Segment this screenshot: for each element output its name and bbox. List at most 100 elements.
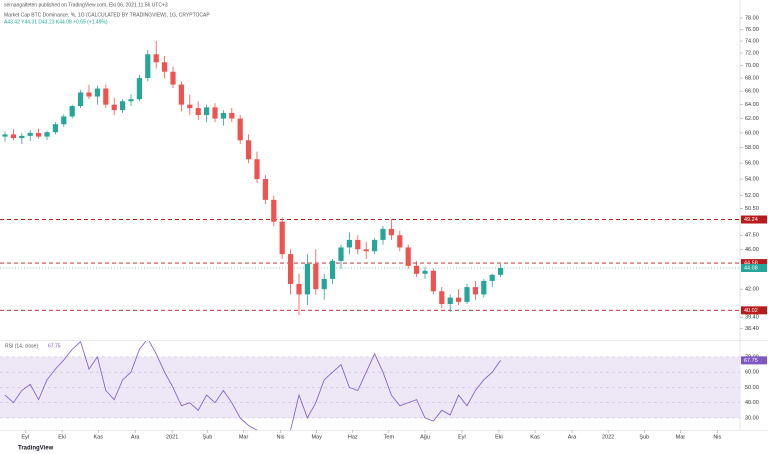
candle-body [254,159,260,180]
candle-body [2,134,8,137]
rsi-tick-label: 60.00 [745,370,759,376]
candle-body [439,291,445,305]
x-tick-label: Kas [93,434,103,440]
candle-body [422,270,428,274]
x-tick-label: Ara [131,434,141,440]
candle-body [363,249,369,252]
candle-body [161,62,168,72]
x-tick-label: Eki [58,434,66,440]
candle-body [237,118,243,141]
y-tick-label: 46.00 [745,247,759,253]
candle-body [229,112,235,119]
rsi-tick-label: 50.00 [745,385,759,391]
y-tick-label: 38.40 [745,326,759,332]
x-tick-label: Eyl [21,434,29,440]
rsi-current-label: 67.75 [744,358,758,364]
x-tick-label: Eyl [458,434,466,440]
candle-body [329,260,336,279]
candle-body [44,132,50,137]
rsi-band [0,356,740,418]
candle-body [19,135,25,139]
candle-body [271,199,277,222]
x-tick-label: Kas [530,434,540,440]
candle-body [262,179,268,200]
candle-body [94,88,100,97]
last-price-label: 44.08 [744,265,758,271]
x-tick-label: Ara [568,434,578,440]
candle-body [136,78,142,100]
candle-body [170,71,176,85]
candle-body [178,84,184,105]
candle-body [10,134,16,139]
y-tick-label: 78.00 [745,15,759,21]
x-tick-label: Ağu [420,434,430,440]
rsi-current: 67.75 [48,343,61,349]
level-label: 40.02 [744,308,758,314]
candle-body [313,263,319,290]
candle-body [472,287,478,295]
logo: TradingView [18,446,54,452]
candle-body [187,104,193,109]
candle-body [69,106,75,117]
candle-body [279,221,285,255]
candle-body [388,228,394,236]
y-tick-label: 54.00 [745,177,759,183]
x-tick-label: Nis [713,434,721,440]
candle-body [119,101,126,111]
candle-body [371,239,378,252]
y-tick-label: 74.00 [745,39,759,45]
x-tick-label: 2022 [602,434,614,440]
y-tick-label: 72.00 [745,51,759,57]
candle-body [497,268,504,275]
y-tick-label: 76.00 [745,27,759,33]
y-tick-label: 56.00 [745,161,759,167]
x-tick-label: 2021 [166,434,178,440]
x-tick-label: Tem [384,434,395,440]
x-tick-label: Şub [203,434,213,440]
x-tick-label: Nis [277,434,285,440]
level-label: 49.24 [744,217,758,223]
ohlc-text: A43.42 Y44.31 D43.23 K44.08 +0.65 (+1.49… [4,19,108,25]
y-tick-label: 47.50 [745,233,759,239]
candle-body [27,132,33,136]
rsi-tick-label: 30.00 [745,415,759,421]
candle-body [203,107,210,116]
x-tick-label: May [311,434,322,440]
candle-body [447,297,453,305]
candle-body [86,92,92,97]
candle-body [220,112,226,119]
y-tick-label: 39.40 [745,315,759,321]
y-tick-label: 60.00 [745,130,759,136]
y-tick-label: 64.00 [745,102,759,108]
y-tick-label: 52.00 [745,193,759,199]
rsi-tick-label: 40.00 [745,400,759,406]
candle-body [145,54,151,79]
candle-body [405,247,411,266]
y-tick-label: 70.00 [745,63,759,69]
level-tag [741,215,767,224]
x-tick-label: Eki [495,434,503,440]
candle-body [128,99,134,102]
candle-body [481,280,487,295]
candle-body [103,88,109,105]
level-tag [741,259,767,268]
x-tick-label: Haz [348,434,358,440]
candle-body [321,278,327,290]
candle-body [430,270,436,292]
y-tick-label: 50.50 [745,206,759,212]
candle-body [245,140,252,160]
publisher: sernangalteten published on TradingView.… [4,2,168,8]
candle-body [153,54,159,63]
candle-body [489,274,495,281]
rsi-line [4,341,501,430]
candle-body [111,104,117,111]
candle-body [212,107,218,119]
y-tick-label: 42.00 [745,287,759,293]
candle-body [287,254,294,284]
candle-body [338,247,344,261]
candle-body [355,239,361,250]
y-tick-label: 68.00 [745,76,759,82]
candle-body [464,287,470,302]
x-tick-label: Mar [239,434,249,440]
